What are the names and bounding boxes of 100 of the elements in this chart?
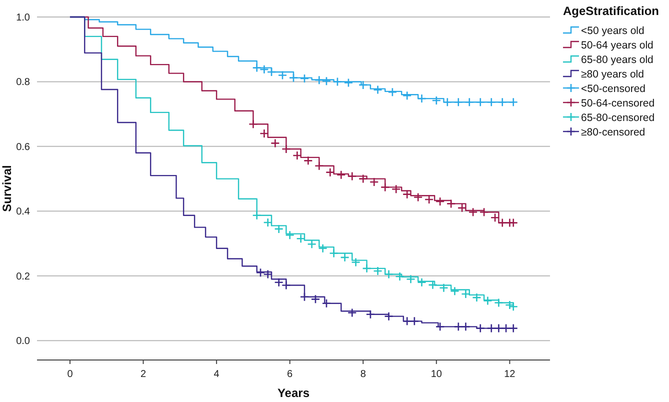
legend-label: 65-80 years old <box>581 54 654 66</box>
y-tick-label: 0.8 <box>16 77 30 88</box>
point <box>373 266 382 276</box>
x-tick-label: 12 <box>504 369 516 380</box>
legend-label: ≥80-censored <box>581 126 646 138</box>
point <box>450 286 460 296</box>
point <box>336 170 346 180</box>
legend-title: AgeStratification <box>563 4 660 18</box>
point <box>344 78 354 88</box>
point <box>402 190 412 199</box>
point <box>476 324 486 333</box>
point <box>263 218 272 228</box>
point <box>274 278 284 287</box>
point <box>314 75 324 85</box>
legend-label: ≥80 years old <box>581 68 644 80</box>
point <box>282 280 291 290</box>
point <box>266 67 276 77</box>
point <box>494 298 504 308</box>
y-tick-label: 0.0 <box>16 336 30 348</box>
point <box>260 64 269 74</box>
legend-label: <50 years old <box>581 25 644 37</box>
point <box>325 168 335 177</box>
legend-label: 65-80-censored <box>581 112 655 124</box>
point <box>428 280 438 290</box>
point <box>454 322 464 332</box>
point <box>358 80 368 90</box>
x-tick-label: 10 <box>430 369 442 380</box>
point <box>347 172 357 181</box>
point <box>362 264 372 274</box>
point <box>347 308 357 318</box>
point <box>252 63 262 72</box>
point <box>439 283 448 292</box>
point <box>288 73 298 82</box>
point <box>454 97 464 107</box>
point <box>464 97 474 107</box>
point <box>270 138 280 148</box>
point <box>468 207 478 217</box>
point <box>435 322 445 332</box>
point <box>285 230 294 240</box>
point <box>435 196 445 206</box>
point <box>282 144 291 154</box>
point <box>476 97 486 107</box>
point <box>384 270 394 279</box>
y-tick-label: 0.2 <box>16 271 30 282</box>
point <box>340 252 350 262</box>
y-tick-label: 0.4 <box>16 206 30 218</box>
legend-label: 50-64-censored <box>581 98 655 110</box>
point <box>278 70 288 80</box>
point <box>274 224 284 234</box>
point <box>417 278 426 287</box>
point <box>300 292 310 302</box>
point <box>508 302 518 312</box>
point <box>417 94 426 104</box>
point <box>369 177 379 187</box>
point <box>442 97 452 107</box>
point <box>380 182 390 192</box>
point <box>322 76 332 86</box>
point <box>373 85 382 94</box>
point <box>388 87 398 97</box>
point <box>318 244 328 254</box>
point <box>486 324 496 333</box>
point <box>300 74 310 84</box>
point <box>446 199 456 208</box>
point <box>248 119 258 129</box>
point <box>410 316 420 326</box>
y-tick-label: 0.6 <box>16 142 30 153</box>
point <box>384 312 394 321</box>
point <box>322 298 332 308</box>
point <box>256 268 266 278</box>
point <box>432 96 442 106</box>
point <box>402 316 412 326</box>
point <box>366 310 376 320</box>
legend-label: 50-64 years old <box>581 40 654 52</box>
point <box>310 294 320 304</box>
point <box>508 218 518 228</box>
x-tick-label: 4 <box>214 369 220 380</box>
x-tick-label: 6 <box>287 369 294 380</box>
point <box>494 324 504 333</box>
point <box>329 248 338 258</box>
point <box>472 292 482 302</box>
point <box>332 77 342 86</box>
point <box>461 289 470 299</box>
point <box>307 240 316 249</box>
y-tick-label: 1.0 <box>16 12 30 24</box>
point <box>402 90 412 100</box>
point <box>498 97 508 107</box>
point <box>461 322 470 332</box>
x-tick-label: 2 <box>140 369 146 380</box>
point <box>483 296 492 306</box>
point <box>260 128 269 138</box>
point <box>501 324 511 333</box>
point <box>252 210 262 220</box>
point <box>486 97 496 107</box>
x-tick-label: 8 <box>360 369 366 380</box>
point <box>304 156 313 166</box>
point <box>358 174 368 184</box>
point <box>490 212 500 222</box>
point <box>479 207 489 217</box>
point <box>424 194 434 204</box>
point <box>406 274 416 284</box>
